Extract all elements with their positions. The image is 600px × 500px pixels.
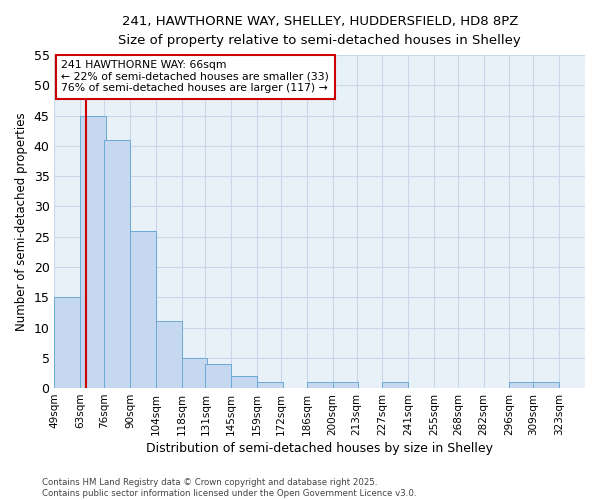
- Bar: [509, 382, 535, 388]
- Text: Contains HM Land Registry data © Crown copyright and database right 2025.
Contai: Contains HM Land Registry data © Crown c…: [42, 478, 416, 498]
- Bar: [205, 364, 231, 388]
- Bar: [231, 376, 257, 388]
- Bar: [156, 322, 182, 388]
- Bar: [55, 298, 80, 388]
- Bar: [182, 358, 208, 388]
- Text: 241 HAWTHORNE WAY: 66sqm
← 22% of semi-detached houses are smaller (33)
76% of s: 241 HAWTHORNE WAY: 66sqm ← 22% of semi-d…: [61, 60, 329, 94]
- Bar: [104, 140, 130, 388]
- Title: 241, HAWTHORNE WAY, SHELLEY, HUDDERSFIELD, HD8 8PZ
Size of property relative to : 241, HAWTHORNE WAY, SHELLEY, HUDDERSFIEL…: [118, 15, 521, 47]
- Bar: [332, 382, 358, 388]
- Bar: [130, 230, 156, 388]
- Bar: [257, 382, 283, 388]
- Bar: [533, 382, 559, 388]
- X-axis label: Distribution of semi-detached houses by size in Shelley: Distribution of semi-detached houses by …: [146, 442, 493, 455]
- Y-axis label: Number of semi-detached properties: Number of semi-detached properties: [15, 112, 28, 331]
- Bar: [80, 116, 106, 388]
- Bar: [382, 382, 408, 388]
- Bar: [307, 382, 332, 388]
